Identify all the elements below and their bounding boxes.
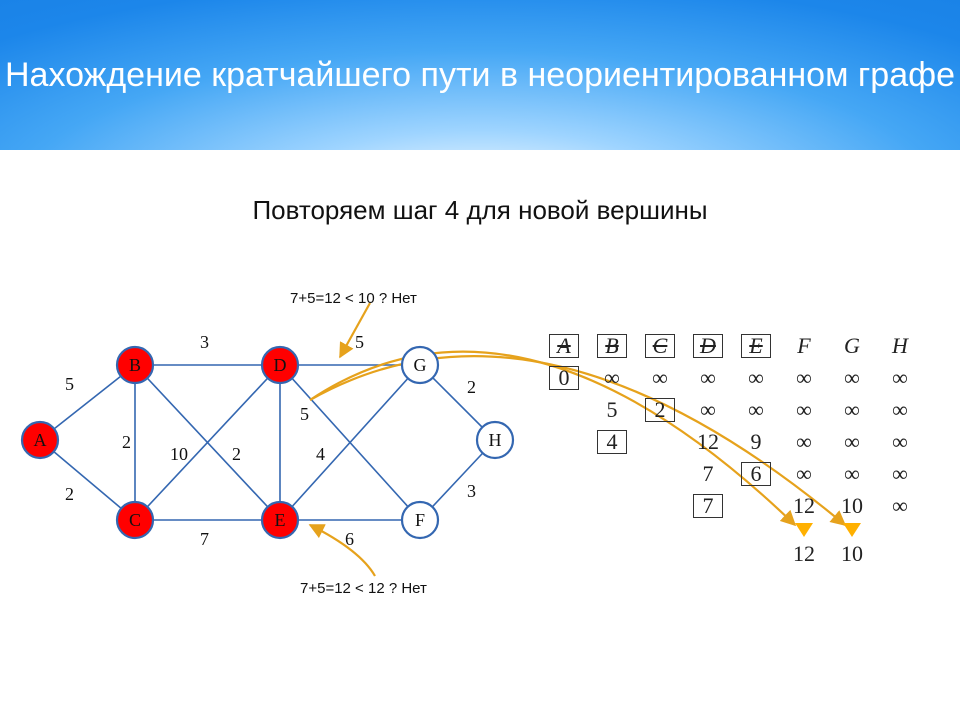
svg-text:4: 4 [316, 444, 325, 464]
svg-text:F: F [415, 510, 425, 530]
svg-text:5: 5 [300, 404, 309, 424]
svg-text:E: E [275, 510, 286, 530]
svg-text:5: 5 [65, 374, 74, 394]
annotation: 7+5=12 < 12 ? Нет [300, 580, 427, 597]
svg-text:H: H [489, 430, 502, 450]
page-title: Нахождение кратчайшего пути в неориентир… [5, 54, 955, 97]
svg-text:2: 2 [122, 432, 131, 452]
svg-text:D: D [274, 355, 287, 375]
svg-text:10: 10 [170, 444, 188, 464]
svg-text:2: 2 [467, 377, 476, 397]
svg-text:7: 7 [200, 529, 209, 549]
svg-text:2: 2 [65, 484, 74, 504]
svg-text:6: 6 [345, 529, 354, 549]
svg-text:C: C [129, 510, 141, 530]
svg-text:3: 3 [467, 481, 476, 501]
annotation: 7+5=12 < 10 ? Нет [290, 290, 417, 307]
svg-text:B: B [129, 355, 141, 375]
dijkstra-table: ABCDEFGH0∞∞∞∞∞∞∞52∞∞∞∞∞4129∞∞∞76∞∞∞71210… [540, 330, 930, 570]
svg-text:2: 2 [232, 444, 241, 464]
svg-text:5: 5 [355, 332, 364, 352]
svg-text:A: A [34, 430, 47, 450]
subtitle: Повторяем шаг 4 для новой вершины [0, 195, 960, 226]
svg-text:G: G [414, 355, 427, 375]
svg-text:3: 3 [200, 332, 209, 352]
